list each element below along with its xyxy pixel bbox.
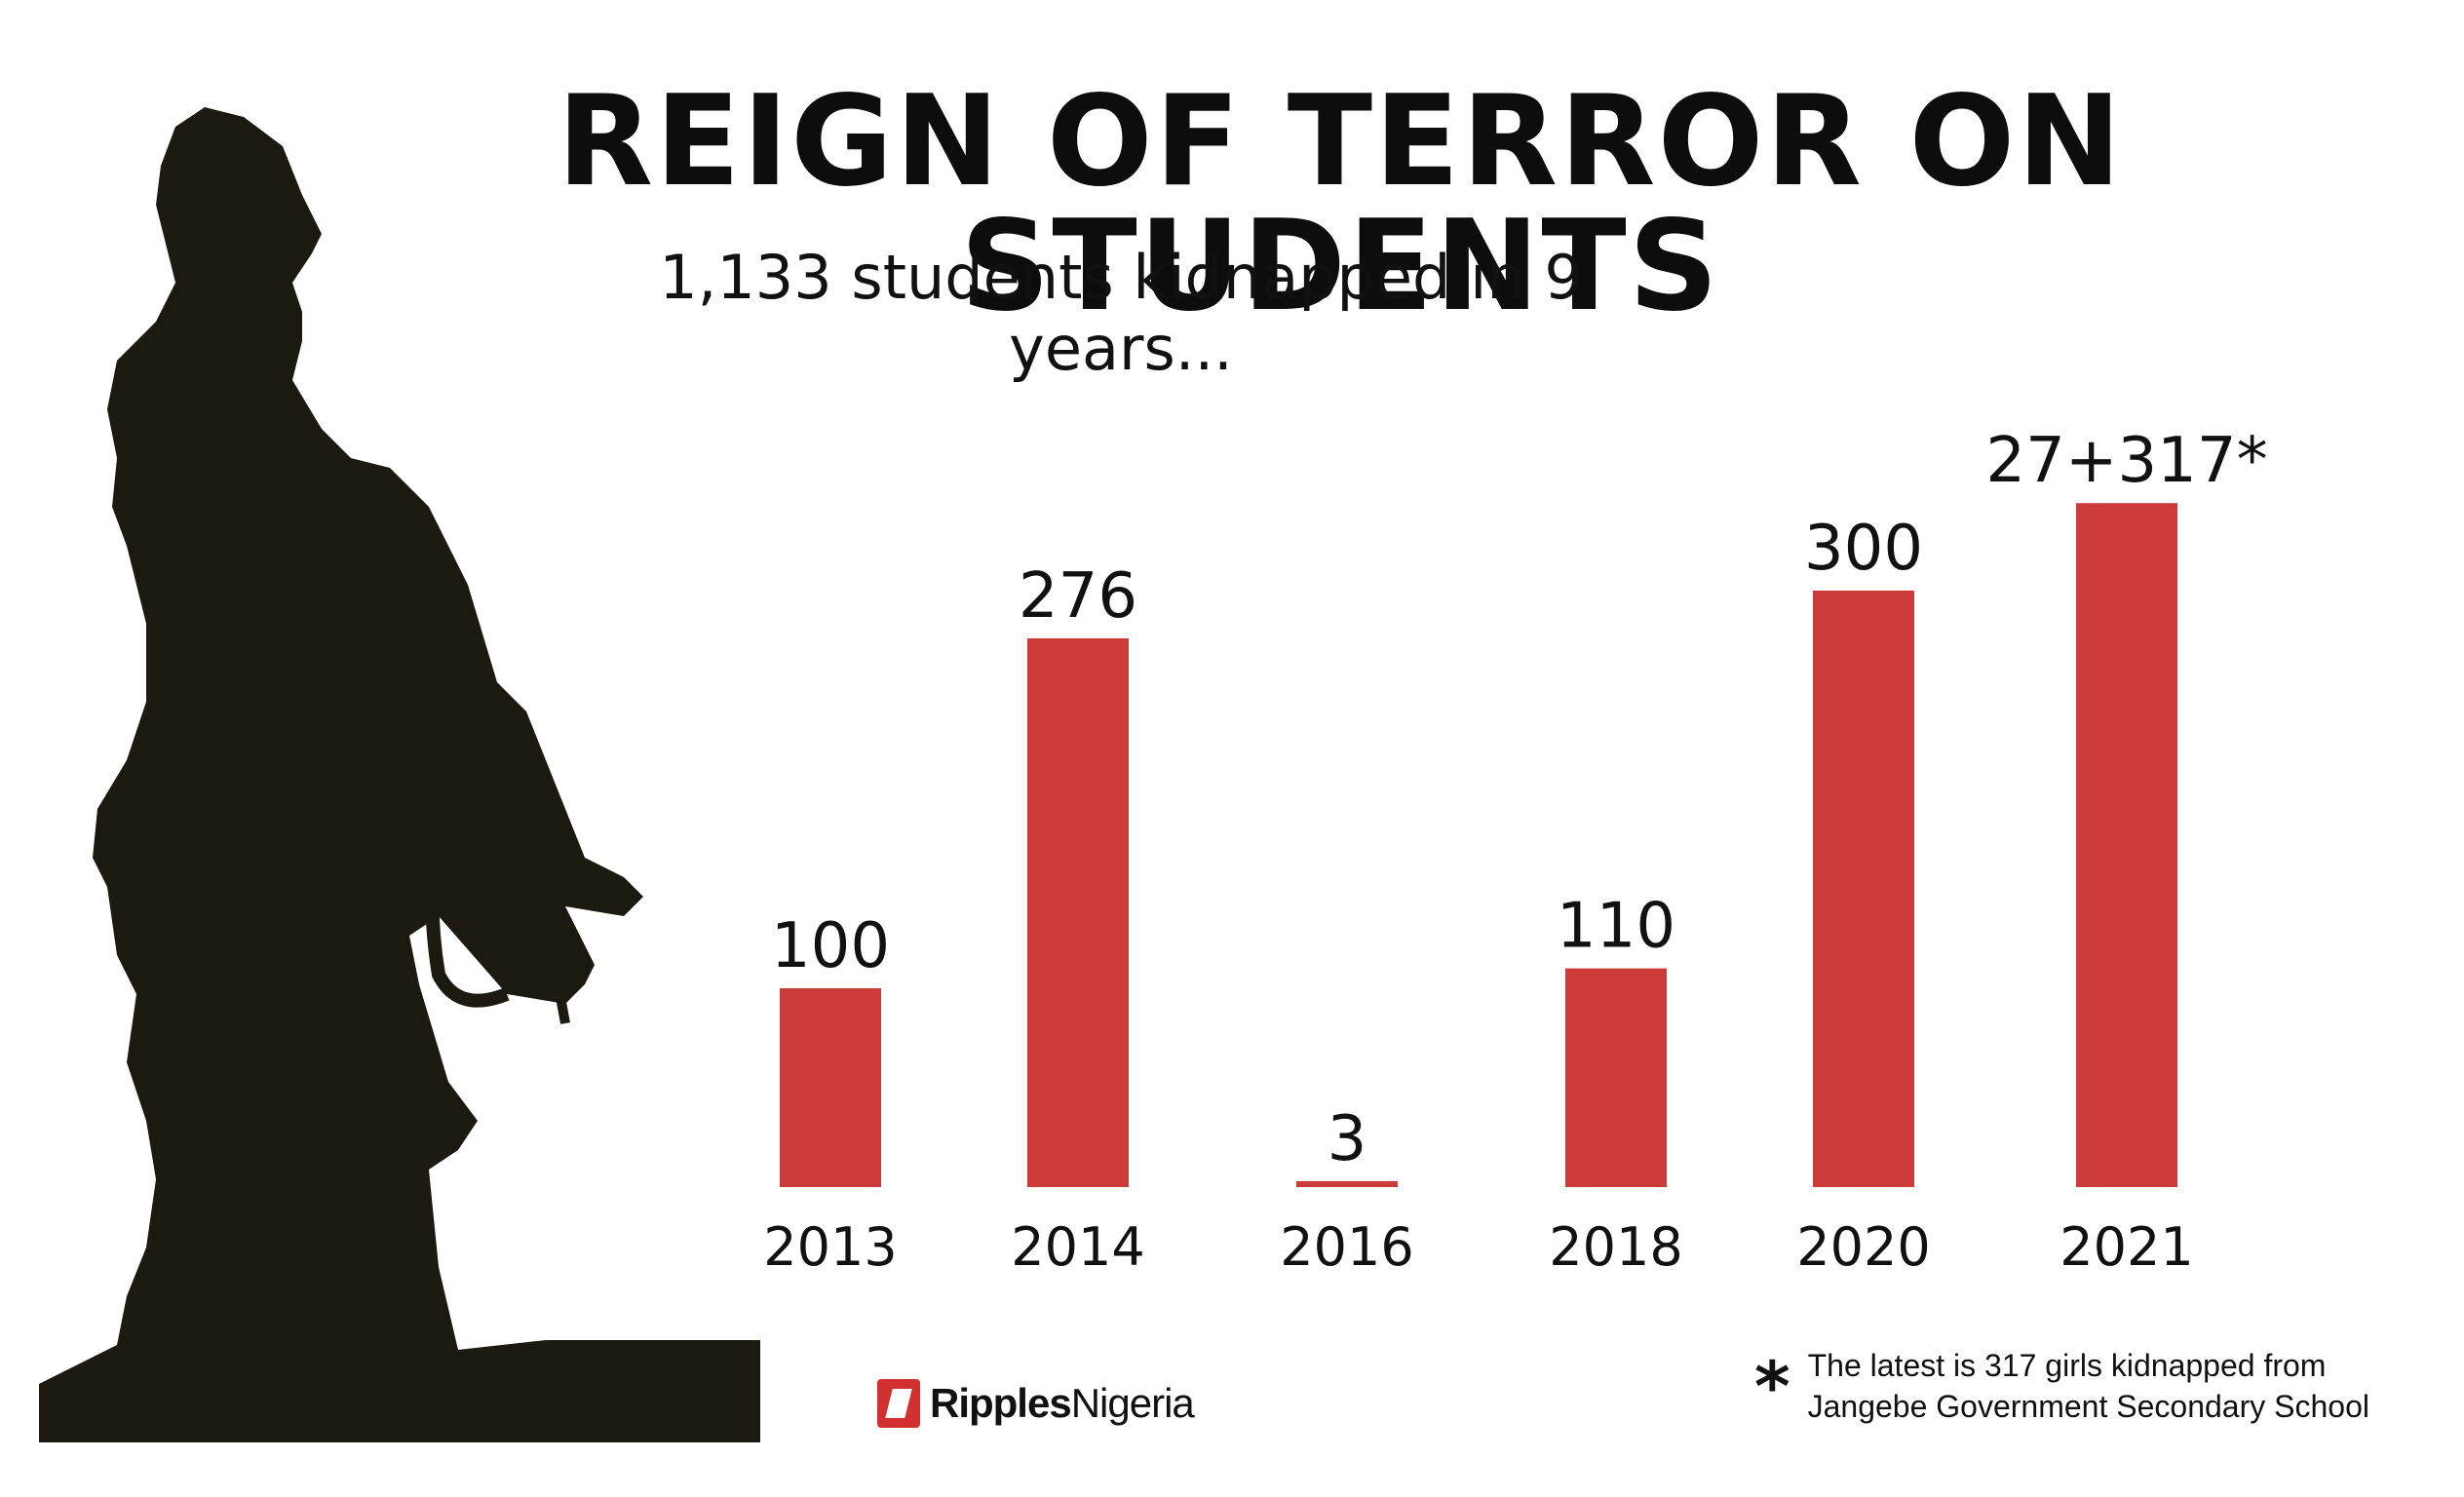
- ripples-nigeria-logo: RipplesNigeria: [877, 1374, 1195, 1433]
- value-label-2013: 100: [771, 910, 890, 982]
- logo-wordmark: RipplesNigeria: [930, 1380, 1195, 1427]
- footnote-line-1: The latest is 317 girls kidnapped from: [1807, 1348, 2327, 1383]
- footnote-line-2: Jangebe Government Secondary School: [1807, 1389, 2369, 1424]
- category-label-2021: 2021: [2060, 1216, 2193, 1278]
- bar-2021: [2076, 503, 2177, 1187]
- bar-2016: [1296, 1180, 1398, 1187]
- category-label-2013: 2013: [763, 1216, 897, 1278]
- category-label-2018: 2018: [1549, 1216, 1682, 1278]
- bar-2014: [1027, 637, 1129, 1187]
- footnote: * The latest is 317 girls kidnapped from…: [1754, 1345, 2437, 1427]
- page-title: REIGN OF TERROR ON STUDENTS: [557, 69, 2124, 339]
- bar-2013: [780, 988, 881, 1187]
- logo-text-regular: Nigeria: [1070, 1380, 1195, 1426]
- logo-text-bold: Ripples: [930, 1380, 1072, 1426]
- footnote-marker: *: [1754, 1347, 1790, 1427]
- bar-2020: [1813, 591, 1914, 1187]
- value-label-2020: 300: [1804, 513, 1923, 585]
- value-label-2016: 3: [1328, 1103, 1367, 1175]
- value-label-2018: 110: [1557, 891, 1675, 963]
- category-label-2016: 2016: [1280, 1216, 1413, 1278]
- logo-icon: [877, 1379, 920, 1428]
- category-label-2020: 2020: [1796, 1216, 1930, 1278]
- soldier-silhouette: [39, 107, 760, 1442]
- value-label-2014: 276: [1019, 560, 1137, 633]
- bar-2018: [1565, 968, 1667, 1187]
- category-label-2014: 2014: [1011, 1216, 1144, 1278]
- value-label-2021: 27+317*: [1985, 425, 2267, 497]
- page-subtitle: 1,133 students kidnapped in 9 years...: [659, 242, 1583, 384]
